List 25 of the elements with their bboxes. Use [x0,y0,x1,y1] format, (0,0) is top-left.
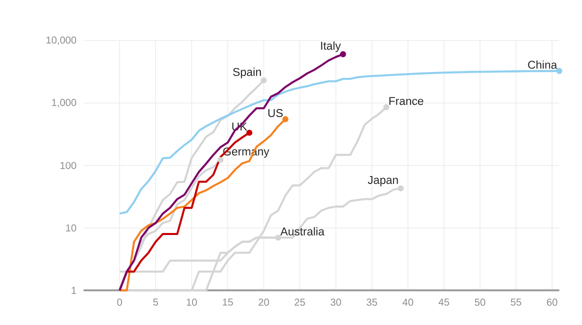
x-tick-label: 55 [510,298,522,306]
series-label: China [528,60,558,69]
x-tick-label: 45 [438,298,450,306]
x-tick-label: 20 [258,298,269,306]
series-label: Australia [280,226,324,236]
x-tick-label: 0 [117,298,122,306]
x-tick-label: 5 [153,298,158,306]
series-label: US [268,108,283,117]
series-label: Japan [368,176,398,186]
y-tick-label: 10,000 [46,36,76,45]
y-tick-label: 1 [72,286,76,294]
x-tick-label: 25 [294,298,305,306]
series-label: Spain [233,67,261,78]
x-tick-label: 50 [474,298,486,306]
x-tick-label: 15 [222,298,233,306]
x-tick-label: 10 [186,298,197,306]
x-tick-label: 60 [546,298,558,306]
x-tick-label: 30 [330,298,342,306]
y-tick-label: 10 [66,224,76,232]
y-tick-label: 100 [60,162,76,169]
x-tick-label: 35 [366,298,378,306]
x-tick-label: 40 [402,298,414,306]
series-label: Italy [321,41,341,52]
series-label: France [389,96,424,105]
y-tick-label: 1,000 [52,98,76,108]
